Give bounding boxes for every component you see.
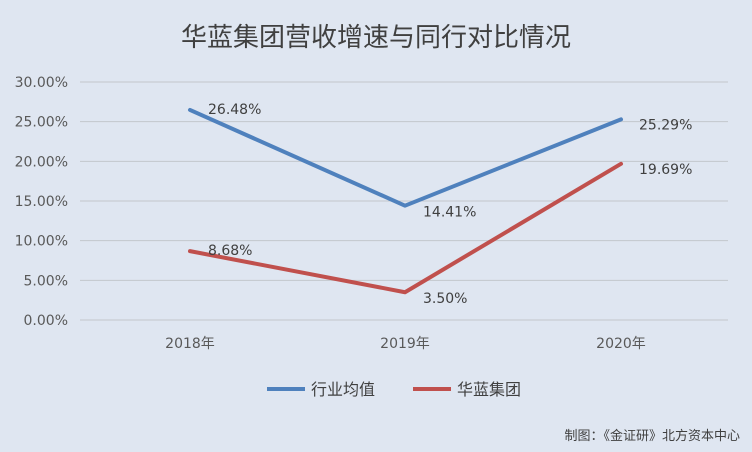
data-label: 19.69% xyxy=(639,162,692,178)
x-tick-label: 2018年 xyxy=(165,336,215,352)
y-axis-ticks: 0.00% 5.00% 10.00% 15.00% 20.00% 25.00% 30.00% xyxy=(15,75,68,329)
y-tick-label: 0.00% xyxy=(24,313,68,329)
chart-title: 华蓝集团营收增速与同行对比情况 xyxy=(181,23,571,53)
y-tick-label: 5.00% xyxy=(24,273,68,289)
series-line-2 xyxy=(188,161,623,295)
y-tick-label: 25.00% xyxy=(15,115,68,131)
y-tick-label: 10.00% xyxy=(15,234,68,250)
series-lines xyxy=(188,107,623,295)
data-labels: 26.48% 14.41% 25.29% 8.68% 3.50% 19.69% xyxy=(208,102,692,307)
data-label: 8.68% xyxy=(208,243,252,259)
legend-label: 华蓝集团 xyxy=(457,380,521,399)
legend: 行业均值 华蓝集团 xyxy=(267,380,521,399)
data-label: 14.41% xyxy=(423,205,476,221)
x-tick-label: 2020年 xyxy=(596,336,646,352)
x-axis-ticks: 2018年 2019年 2020年 xyxy=(165,336,646,352)
y-tick-label: 20.00% xyxy=(15,154,68,170)
gridlines xyxy=(80,81,728,321)
source-note: 制图：《金证研》北方资本中心 xyxy=(564,428,740,444)
x-tick-label: 2019年 xyxy=(380,336,430,352)
data-label: 3.50% xyxy=(423,291,467,307)
series-line-1 xyxy=(188,107,623,208)
legend-label: 行业均值 xyxy=(311,380,375,399)
data-label: 26.48% xyxy=(208,102,261,118)
data-label: 25.29% xyxy=(639,117,692,133)
y-tick-label: 15.00% xyxy=(15,194,68,210)
y-tick-label: 30.00% xyxy=(15,75,68,91)
